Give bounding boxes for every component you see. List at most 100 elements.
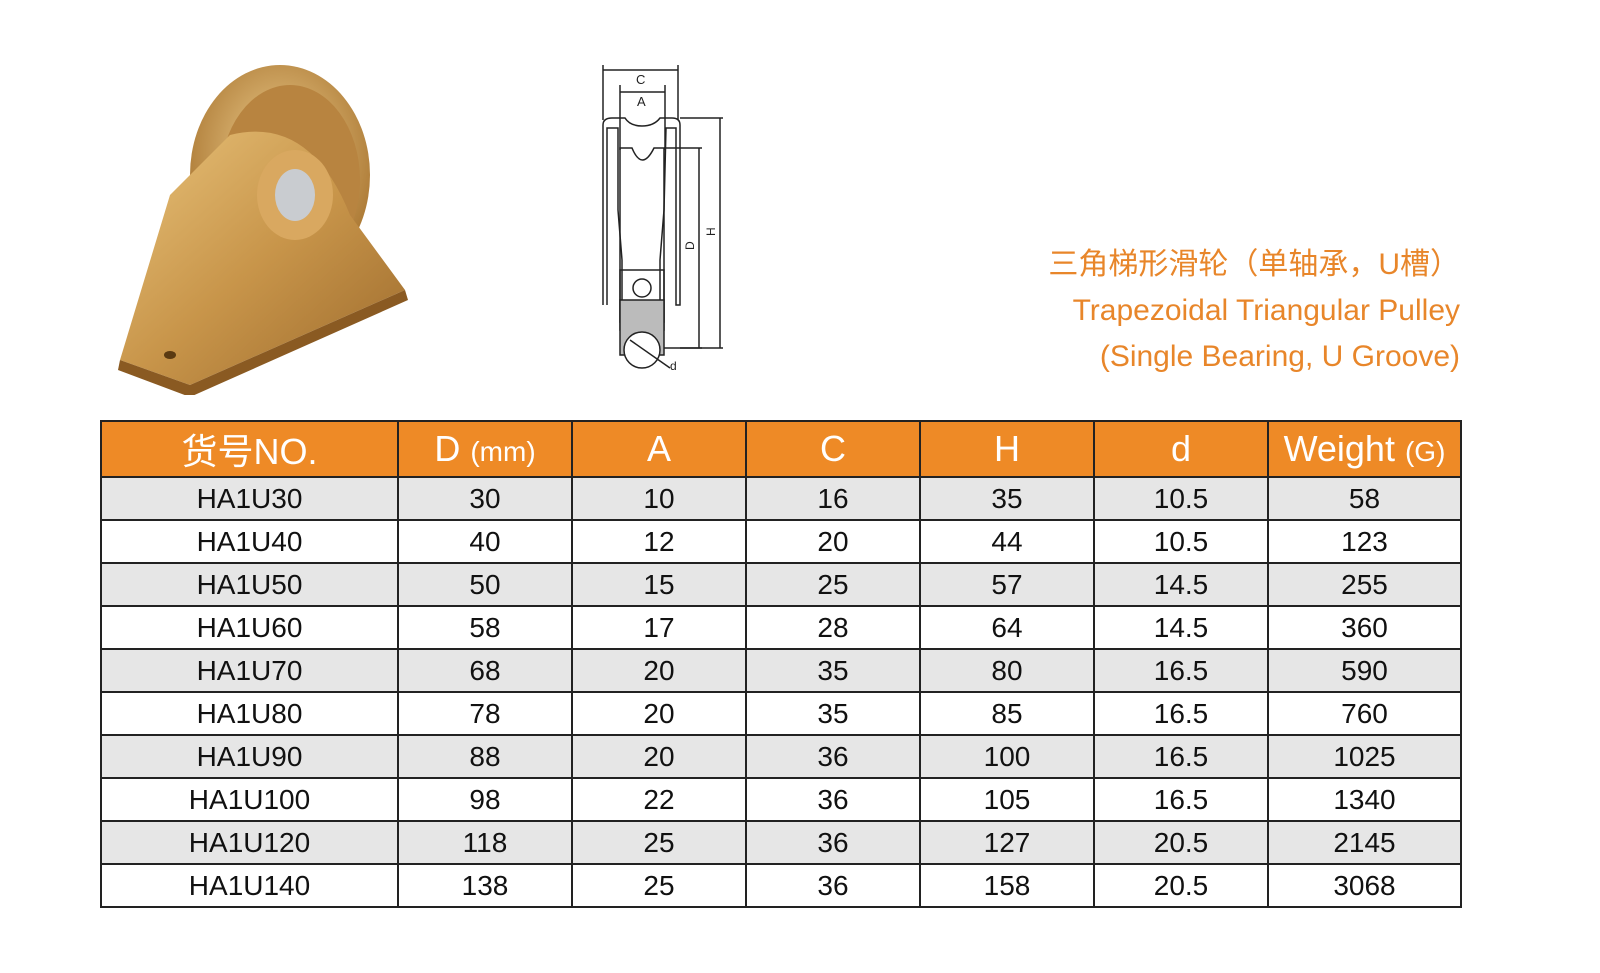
table-cell: 20.5 <box>1093 863 1269 908</box>
table-cell: HA1U140 <box>100 863 399 908</box>
table-row: HA1U60 58 17 28 64 14.5 360 <box>100 605 1462 650</box>
table-cell: 590 <box>1267 648 1462 693</box>
table-cell: 105 <box>919 777 1095 822</box>
dim-label-d-small: d <box>670 359 677 373</box>
title-chinese: 三角梯形滑轮（单轴承，U槽） <box>1048 248 1460 281</box>
table-cell: HA1U60 <box>100 605 399 650</box>
table-cell: 123 <box>1267 519 1462 564</box>
column-header-label: d <box>1170 428 1192 469</box>
table-row: HA1U40 40 12 20 44 10.5 123 <box>100 519 1462 564</box>
column-header: H <box>919 420 1095 478</box>
table-cell: 28 <box>745 605 921 650</box>
table-cell: 57 <box>919 562 1095 607</box>
table-cell: 360 <box>1267 605 1462 650</box>
table-cell: 20 <box>745 519 921 564</box>
table-cell: 35 <box>745 691 921 736</box>
title-english-subtitle: (Single Bearing, U Groove) <box>1099 340 1460 373</box>
table-cell: HA1U80 <box>100 691 399 736</box>
table-cell: 85 <box>919 691 1095 736</box>
table-cell: 127 <box>919 820 1095 865</box>
column-header-label: Weight <box>1283 428 1395 469</box>
column-header-label: H <box>994 428 1020 469</box>
table-cell: 36 <box>745 863 921 908</box>
table-cell: 50 <box>397 562 573 607</box>
column-header-unit: (G) <box>1404 436 1446 467</box>
table-cell: 78 <box>397 691 573 736</box>
table-cell: 100 <box>919 734 1095 779</box>
dim-label-c: C <box>636 72 645 87</box>
table-cell: 16.5 <box>1093 648 1269 693</box>
pulley-product-photo <box>118 65 408 395</box>
table-cell: 10 <box>571 476 747 521</box>
table-row: HA1U90 88 20 36 100 16.5 1025 <box>100 734 1462 779</box>
table-cell: 35 <box>745 648 921 693</box>
table-cell: 20 <box>571 734 747 779</box>
column-header-unit: (mm) <box>470 436 536 467</box>
table-row: HA1U70 68 20 35 80 16.5 590 <box>100 648 1462 693</box>
dim-label-a: A <box>637 94 646 109</box>
table-row: HA1U140 138 25 36 158 20.5 3068 <box>100 863 1462 908</box>
table-row: HA1U80 78 20 35 85 16.5 760 <box>100 691 1462 736</box>
table-cell: 98 <box>397 777 573 822</box>
table-cell: HA1U70 <box>100 648 399 693</box>
table-cell: 17 <box>571 605 747 650</box>
column-header: C <box>745 420 921 478</box>
table-cell: 20.5 <box>1093 820 1269 865</box>
table-cell: 138 <box>397 863 573 908</box>
column-header: Weight (G) <box>1267 420 1462 478</box>
column-header-label: 货号NO. <box>181 431 318 472</box>
table-cell: 1340 <box>1267 777 1462 822</box>
dim-label-h: H <box>704 227 718 236</box>
table-cell: 22 <box>571 777 747 822</box>
table-cell: 25 <box>571 820 747 865</box>
table-cell: 80 <box>919 648 1095 693</box>
table-cell: 36 <box>745 820 921 865</box>
table-cell: 40 <box>397 519 573 564</box>
table-cell: 36 <box>745 777 921 822</box>
table-cell: 25 <box>571 863 747 908</box>
table-cell: HA1U120 <box>100 820 399 865</box>
table-cell: 14.5 <box>1093 605 1269 650</box>
column-header: d <box>1093 420 1269 478</box>
table-row: HA1U50 50 15 25 57 14.5 255 <box>100 562 1462 607</box>
dim-label-d: D <box>683 241 697 250</box>
table-cell: 58 <box>1267 476 1462 521</box>
column-header: D (mm) <box>397 420 573 478</box>
title-english: Trapezoidal Triangular Pulley <box>1072 294 1460 327</box>
table-cell: 58 <box>397 605 573 650</box>
table-cell: 30 <box>397 476 573 521</box>
table-cell: 158 <box>919 863 1095 908</box>
table-cell: 20 <box>571 691 747 736</box>
table-cell: 35 <box>919 476 1095 521</box>
table-cell: 68 <box>397 648 573 693</box>
table-cell: 16.5 <box>1093 777 1269 822</box>
column-header: A <box>571 420 747 478</box>
table-cell: 255 <box>1267 562 1462 607</box>
table-cell: 14.5 <box>1093 562 1269 607</box>
table-cell: 20 <box>571 648 747 693</box>
table-cell: 88 <box>397 734 573 779</box>
table-cell: 36 <box>745 734 921 779</box>
table-cell: 16 <box>745 476 921 521</box>
table-cell: HA1U100 <box>100 777 399 822</box>
table-row: HA1U100 98 22 36 105 16.5 1340 <box>100 777 1462 822</box>
table-cell: 118 <box>397 820 573 865</box>
table-row: HA1U30 30 10 16 35 10.5 58 <box>100 476 1462 521</box>
table-cell: 2145 <box>1267 820 1462 865</box>
table-cell: 3068 <box>1267 863 1462 908</box>
table-cell: HA1U40 <box>100 519 399 564</box>
table-cell: 16.5 <box>1093 691 1269 736</box>
table-cell: HA1U30 <box>100 476 399 521</box>
table-cell: 10.5 <box>1093 519 1269 564</box>
column-header-label: A <box>646 428 671 469</box>
table-row: HA1U120 118 25 36 127 20.5 2145 <box>100 820 1462 865</box>
table-cell: 760 <box>1267 691 1462 736</box>
table-cell: 16.5 <box>1093 734 1269 779</box>
table-cell: 25 <box>745 562 921 607</box>
table-cell: 12 <box>571 519 747 564</box>
pulley-technical-drawing: C A d H D <box>602 65 723 373</box>
table-cell: HA1U90 <box>100 734 399 779</box>
